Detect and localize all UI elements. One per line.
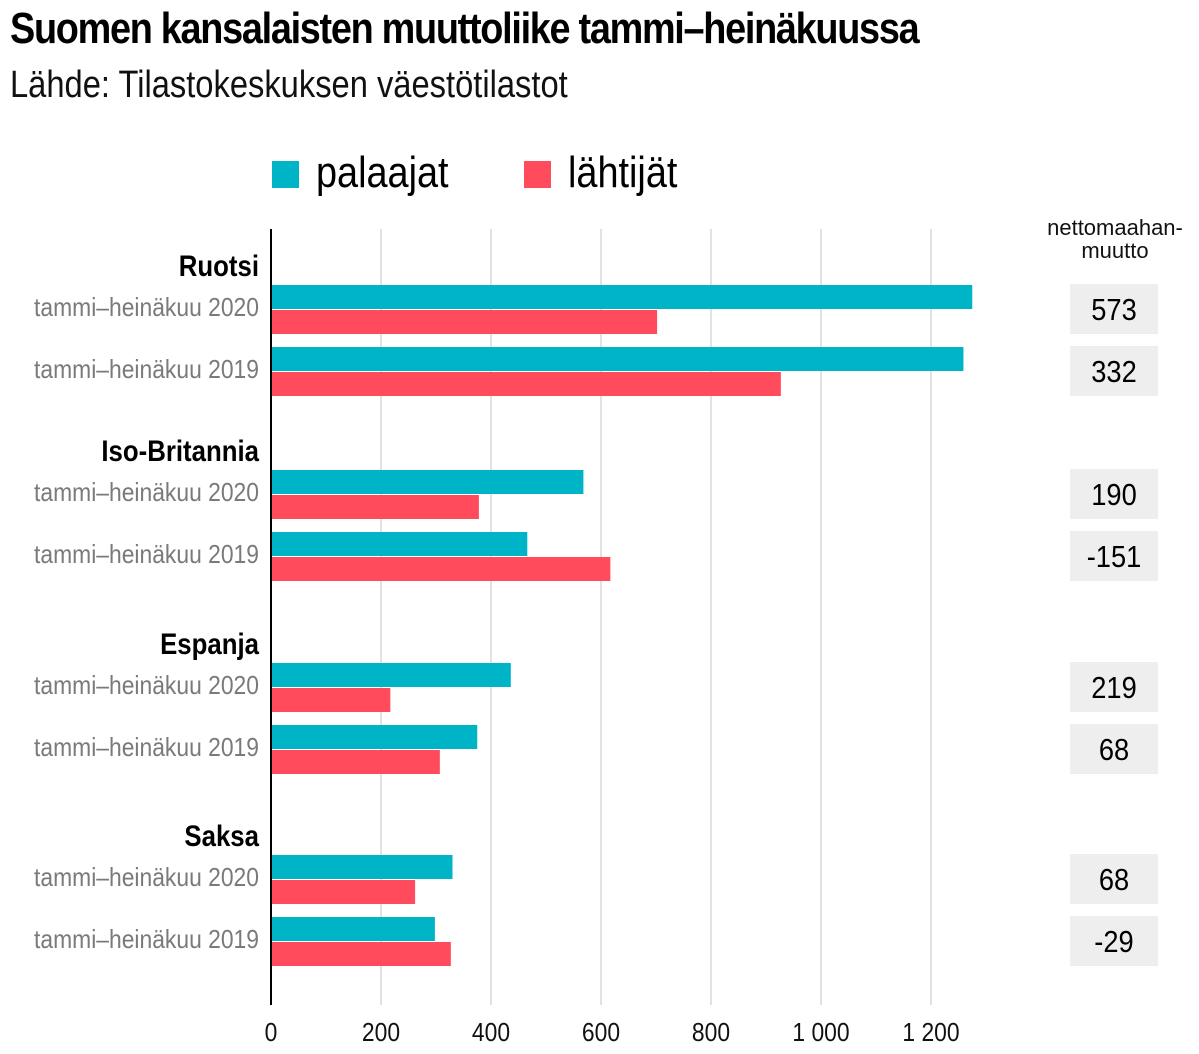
net-value-box	[1070, 346, 1158, 396]
row-label: tammi–heinäkuu 2020	[34, 864, 259, 893]
net-value-box	[1070, 469, 1158, 519]
row-label: tammi–heinäkuu 2019	[34, 926, 259, 955]
bar-palaajat	[271, 725, 478, 749]
chart-title: Suomen kansalaisten muuttoliike tammi–he…	[10, 4, 920, 53]
net-value-box	[1070, 284, 1158, 334]
net-value-box	[1070, 662, 1158, 712]
bar-lahtijat	[271, 557, 611, 581]
group-label: Saksa	[184, 819, 259, 852]
net-value: 219	[1091, 671, 1137, 705]
row-label: tammi–heinäkuu 2019	[34, 734, 259, 763]
x-tick-label: 600	[582, 1019, 620, 1048]
x-tick-label: 400	[472, 1019, 510, 1048]
net-value: 68	[1099, 733, 1129, 767]
group-label: Ruotsi	[179, 249, 259, 282]
group-label: Iso-Britannia	[101, 434, 259, 467]
net-value: 332	[1091, 355, 1137, 389]
net-value: -151	[1087, 540, 1142, 574]
legend-swatch-lahtijat	[524, 161, 551, 188]
group-label: Espanja	[160, 627, 259, 660]
bar-palaajat	[271, 663, 511, 687]
net-value-box	[1070, 724, 1158, 774]
net-value-box	[1070, 531, 1158, 581]
row-label: tammi–heinäkuu 2019	[34, 541, 259, 570]
bar-lahtijat	[271, 495, 479, 519]
net-migration-header: nettomaahan-muutto	[1047, 215, 1183, 263]
bar-palaajat	[271, 855, 453, 879]
net-value: 68	[1099, 863, 1129, 897]
bar-lahtijat	[271, 942, 451, 966]
net-value: -29	[1094, 925, 1133, 959]
net-value: 190	[1091, 478, 1137, 512]
chart-subtitle: Lähde: Tilastokeskuksen väestötilastot	[10, 64, 568, 106]
row-label: tammi–heinäkuu 2019	[34, 356, 259, 385]
bar-palaajat	[271, 532, 528, 556]
x-tick-label: 200	[362, 1019, 400, 1048]
net-value-box	[1070, 916, 1158, 966]
net-value-box	[1070, 854, 1158, 904]
bar-palaajat	[271, 347, 964, 371]
bar-lahtijat	[271, 688, 391, 712]
legend-swatch-palaajat	[272, 161, 299, 188]
bar-palaajat	[271, 917, 435, 941]
x-tick-label: 800	[692, 1019, 730, 1048]
row-label: tammi–heinäkuu 2020	[34, 294, 259, 323]
bar-lahtijat	[271, 750, 440, 774]
bar-palaajat	[271, 285, 973, 309]
row-label: tammi–heinäkuu 2020	[34, 479, 259, 508]
net-value: 573	[1091, 293, 1137, 327]
x-tick-label: 0	[265, 1019, 278, 1048]
bar-palaajat	[271, 470, 584, 494]
legend-label-lahtijat: lähtijät	[568, 148, 678, 197]
bar-lahtijat	[271, 372, 781, 396]
bar-lahtijat	[271, 310, 658, 334]
row-label: tammi–heinäkuu 2020	[34, 672, 259, 701]
bar-lahtijat	[271, 880, 416, 904]
x-tick-label: 1 000	[792, 1019, 849, 1048]
legend-label-palaajat: palaajat	[316, 148, 449, 197]
x-tick-label: 1 200	[902, 1019, 959, 1048]
